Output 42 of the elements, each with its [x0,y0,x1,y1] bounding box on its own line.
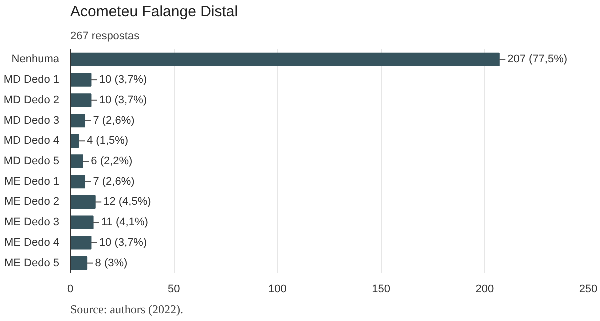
bar [70,256,88,270]
data-label: 11 (4,1%) [102,216,148,229]
bar [70,73,92,87]
bar [70,195,96,210]
data-label: 8 (3%) [95,257,128,270]
chart-title: Acometeu Falange Distal [70,4,238,20]
x-tick-label: 50 [168,284,180,296]
bar [70,154,84,168]
bar [70,175,86,189]
data-label: 7 (2,6%) [93,114,135,127]
y-tick-label: MD Dedo 4 [4,135,60,148]
y-tick-label: MD Dedo 5 [4,156,60,168]
y-tick-label: ME Dedo 1 [4,176,60,188]
source-note: Source: authors (2022). [70,302,184,316]
y-tick-label: MD Dedo 2 [4,94,60,106]
x-tick-label: 250 [579,284,598,296]
data-label: 10 (3,7%) [99,236,148,249]
bar [70,134,80,148]
y-tick-label: Nenhuma [12,54,60,66]
x-tick-label: 200 [476,284,494,296]
bar [70,114,86,128]
data-label: 7 (2,6%) [93,176,135,188]
y-tick-label: ME Dedo 4 [4,236,60,249]
data-label: 10 (3,7%) [99,94,148,106]
data-label: 12 (4,5%) [104,196,152,208]
bar [70,94,92,108]
y-tick-label: ME Dedo 5 [4,257,60,270]
data-label: 4 (1,5%) [87,135,129,148]
y-tick-label: MD Dedo 1 [4,74,60,86]
y-tick-label: ME Dedo 3 [4,216,60,229]
data-label: 207 (77,5%) [508,54,568,66]
data-label: 6 (2,2%) [91,156,133,168]
x-tick-label: 100 [268,284,287,296]
y-tick-label: MD Dedo 3 [4,114,60,127]
bar [70,52,500,66]
x-tick-label: 0 [67,284,74,296]
chart-subtitle: 267 respostas [70,30,140,42]
bar [70,236,92,250]
data-label: 10 (3,7%) [99,74,148,86]
x-tick-label: 150 [372,284,390,296]
bar [70,216,94,230]
y-tick-label: ME Dedo 2 [4,196,60,208]
